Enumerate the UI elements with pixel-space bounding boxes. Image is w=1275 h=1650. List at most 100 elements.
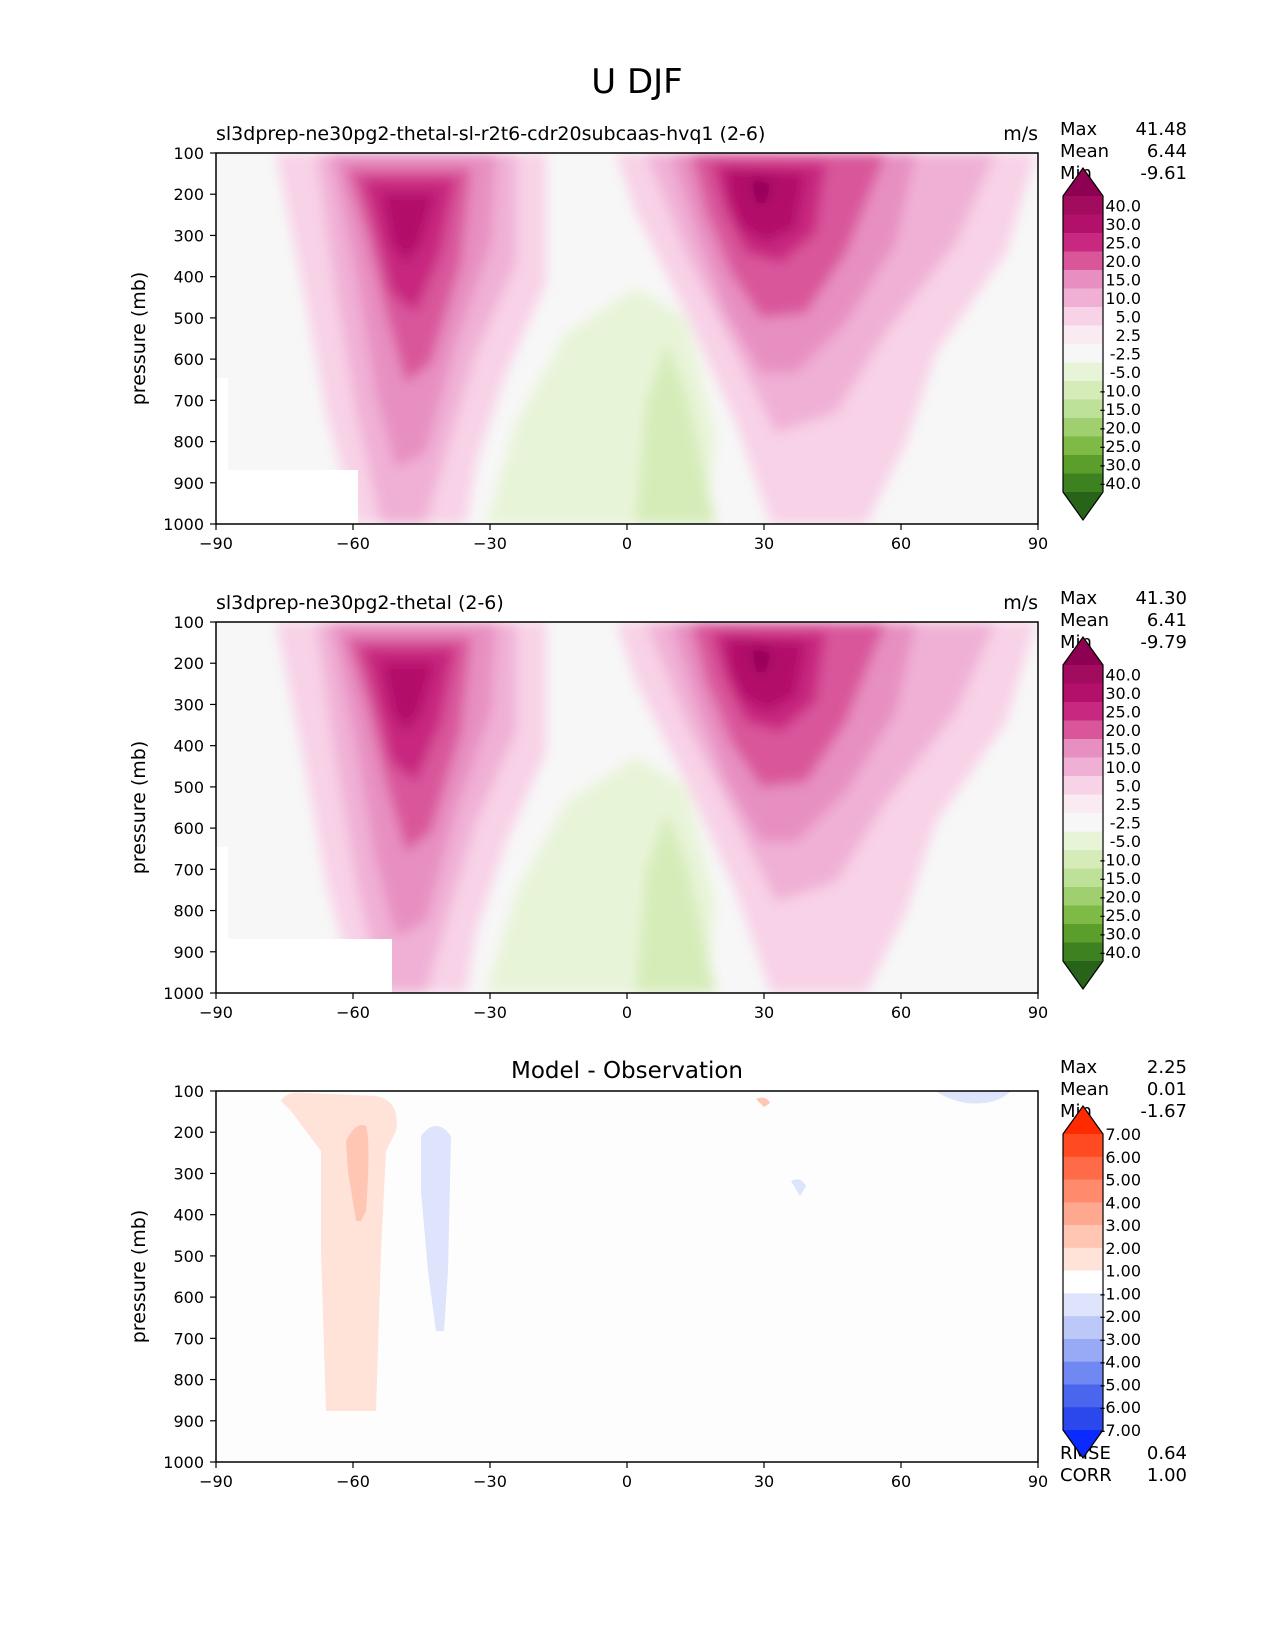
- colorbar-swatch: [1063, 214, 1103, 234]
- panel-3-title: Model - Observation: [511, 1058, 743, 1084]
- colorbar-label: -15.0: [1100, 400, 1141, 419]
- xtick-label: 60: [891, 1003, 911, 1022]
- xtick-label: 0: [622, 534, 632, 553]
- stat-label-max: Max: [1060, 119, 1098, 140]
- xtick-label: 30: [754, 534, 774, 553]
- colorbar-label: -5.0: [1110, 363, 1141, 382]
- stat-value-min: -1.67: [1140, 1101, 1187, 1122]
- colorbar-label: 15.0: [1105, 739, 1141, 758]
- panel-3-xticks: −90 −60 −30 0 30 60 90: [199, 1462, 1048, 1491]
- colorbar-label: 40.0: [1105, 665, 1141, 684]
- panel-1-stats: Max 41.48 Mean 6.44 Min -9.61: [1060, 119, 1187, 184]
- colorbar-label: -2.5: [1110, 813, 1141, 832]
- figure-title: U DJF: [591, 62, 682, 102]
- ytick-label: 200: [173, 185, 204, 204]
- xtick-label: −30: [473, 1003, 507, 1022]
- stat-label-max: Max: [1060, 588, 1098, 609]
- colorbar-outline: [1062, 166, 1104, 522]
- colorbar-swatch: [1063, 1384, 1103, 1408]
- panel-2-stats: Max 41.30 Mean 6.41 Min -9.79: [1060, 588, 1187, 653]
- stat-label-mean: Mean: [1060, 141, 1109, 162]
- xtick-label: 90: [1028, 1472, 1048, 1491]
- colorbar-extend-max: [1063, 168, 1103, 196]
- colorbar-label: -1.00: [1100, 1284, 1141, 1303]
- stat-value-mean: 6.44: [1147, 141, 1187, 162]
- colorbar-label: 1.00: [1105, 1262, 1141, 1281]
- panel-1-plot-area: [216, 153, 1038, 524]
- colorbar-label: 2.5: [1116, 795, 1141, 814]
- colorbar-label: 2.5: [1116, 326, 1141, 345]
- colorbar-label: -20.0: [1100, 418, 1141, 437]
- ytick-label: 900: [173, 943, 204, 962]
- ytick-label: 1000: [163, 515, 204, 534]
- xtick-label: 0: [622, 1472, 632, 1491]
- ytick-label: 400: [173, 268, 204, 287]
- ytick-label: 600: [173, 1288, 204, 1307]
- colorbar-swatch: [1063, 1247, 1103, 1272]
- ytick-label: 800: [173, 902, 204, 921]
- stat-value-max: 2.25: [1147, 1057, 1187, 1078]
- colorbar-swatch: [1063, 831, 1103, 851]
- ytick-label: 300: [173, 226, 204, 245]
- colorbar-swatch: [1063, 905, 1103, 925]
- xtick-label: −90: [199, 534, 233, 553]
- colorbar-extend-min: [1063, 961, 1103, 989]
- colorbar-label: -30.0: [1100, 455, 1141, 474]
- ytick-label: 300: [173, 695, 204, 714]
- ytick-label: 200: [173, 1123, 204, 1142]
- ytick-label: 1000: [163, 1453, 204, 1472]
- ytick-label: 500: [173, 778, 204, 797]
- colorbar-label: 25.0: [1105, 233, 1141, 252]
- colorbar-outline: [1062, 635, 1104, 991]
- contour-negative-diff: [421, 1126, 451, 1331]
- ytick-label: 600: [173, 350, 204, 369]
- stat-value-max: 41.48: [1135, 119, 1187, 140]
- contour-southern-jet-core: [381, 193, 436, 263]
- contour-negative-top-right: [936, 1091, 1011, 1104]
- colorbar-extend-max: [1063, 1106, 1103, 1134]
- panel-3-metrics: RMSE 0.64 CORR 1.00: [1060, 1443, 1187, 1486]
- panel-3-colorbar: 7.00 6.00 5.00 4.00 3.00 2.00 1.00 -1.00 -2.00 -3…: [1062, 1104, 1141, 1460]
- colorbar-extend-max: [1063, 637, 1103, 665]
- colorbar-label: -2.5: [1110, 344, 1141, 363]
- ytick-label: 400: [173, 1206, 204, 1225]
- colorbar-label: 15.0: [1105, 270, 1141, 289]
- panel-1-ylabel: pressure (mb): [128, 272, 150, 406]
- stat-label-max: Max: [1060, 1057, 1098, 1078]
- stat-value-min: -9.79: [1140, 632, 1187, 653]
- panel-2-ylabel: pressure (mb): [128, 741, 150, 875]
- contour-positive-small: [756, 1097, 770, 1107]
- colorbar-swatch: [1063, 473, 1103, 493]
- colorbar-swatch: [1063, 399, 1103, 419]
- metric-value-rmse: 0.64: [1147, 1443, 1187, 1464]
- colorbar-swatch: [1063, 665, 1103, 684]
- contour-tropical-easterlies-core: [636, 343, 716, 524]
- xtick-label: 30: [754, 1472, 774, 1491]
- colorbar-label: 5.00: [1105, 1171, 1141, 1190]
- colorbar-label: -40.0: [1100, 474, 1141, 493]
- colorbar-label: 20.0: [1105, 721, 1141, 740]
- colorbar-swatch: [1063, 288, 1103, 308]
- contour-positive-diff-inner: [346, 1125, 369, 1221]
- colorbar-outline: [1062, 1104, 1104, 1460]
- missing-data-region: [216, 378, 358, 524]
- ytick-label: 500: [173, 1247, 204, 1266]
- contour-northern-jet-max: [751, 647, 771, 672]
- colorbar-swatch: [1063, 776, 1103, 795]
- missing-data-region: [216, 847, 392, 993]
- ytick-label: 700: [173, 860, 204, 879]
- colorbar-swatch: [1063, 233, 1103, 252]
- colorbar-label: -25.0: [1100, 437, 1141, 456]
- colorbar-label: -30.0: [1100, 924, 1141, 943]
- ytick-label: 100: [173, 1082, 204, 1101]
- xtick-label: 30: [754, 1003, 774, 1022]
- colorbar-label: 6.00: [1105, 1148, 1141, 1167]
- colorbar-label: 5.0: [1116, 307, 1141, 326]
- colorbar-swatch: [1063, 1156, 1103, 1181]
- colorbar-label: 4.00: [1105, 1193, 1141, 1212]
- contour-tropical-easterlies-core: [636, 812, 716, 993]
- colorbar-label: 30.0: [1105, 215, 1141, 234]
- colorbar-swatch: [1063, 344, 1103, 363]
- colorbar-swatch: [1063, 1270, 1103, 1294]
- colorbar-label: 2.00: [1105, 1239, 1141, 1258]
